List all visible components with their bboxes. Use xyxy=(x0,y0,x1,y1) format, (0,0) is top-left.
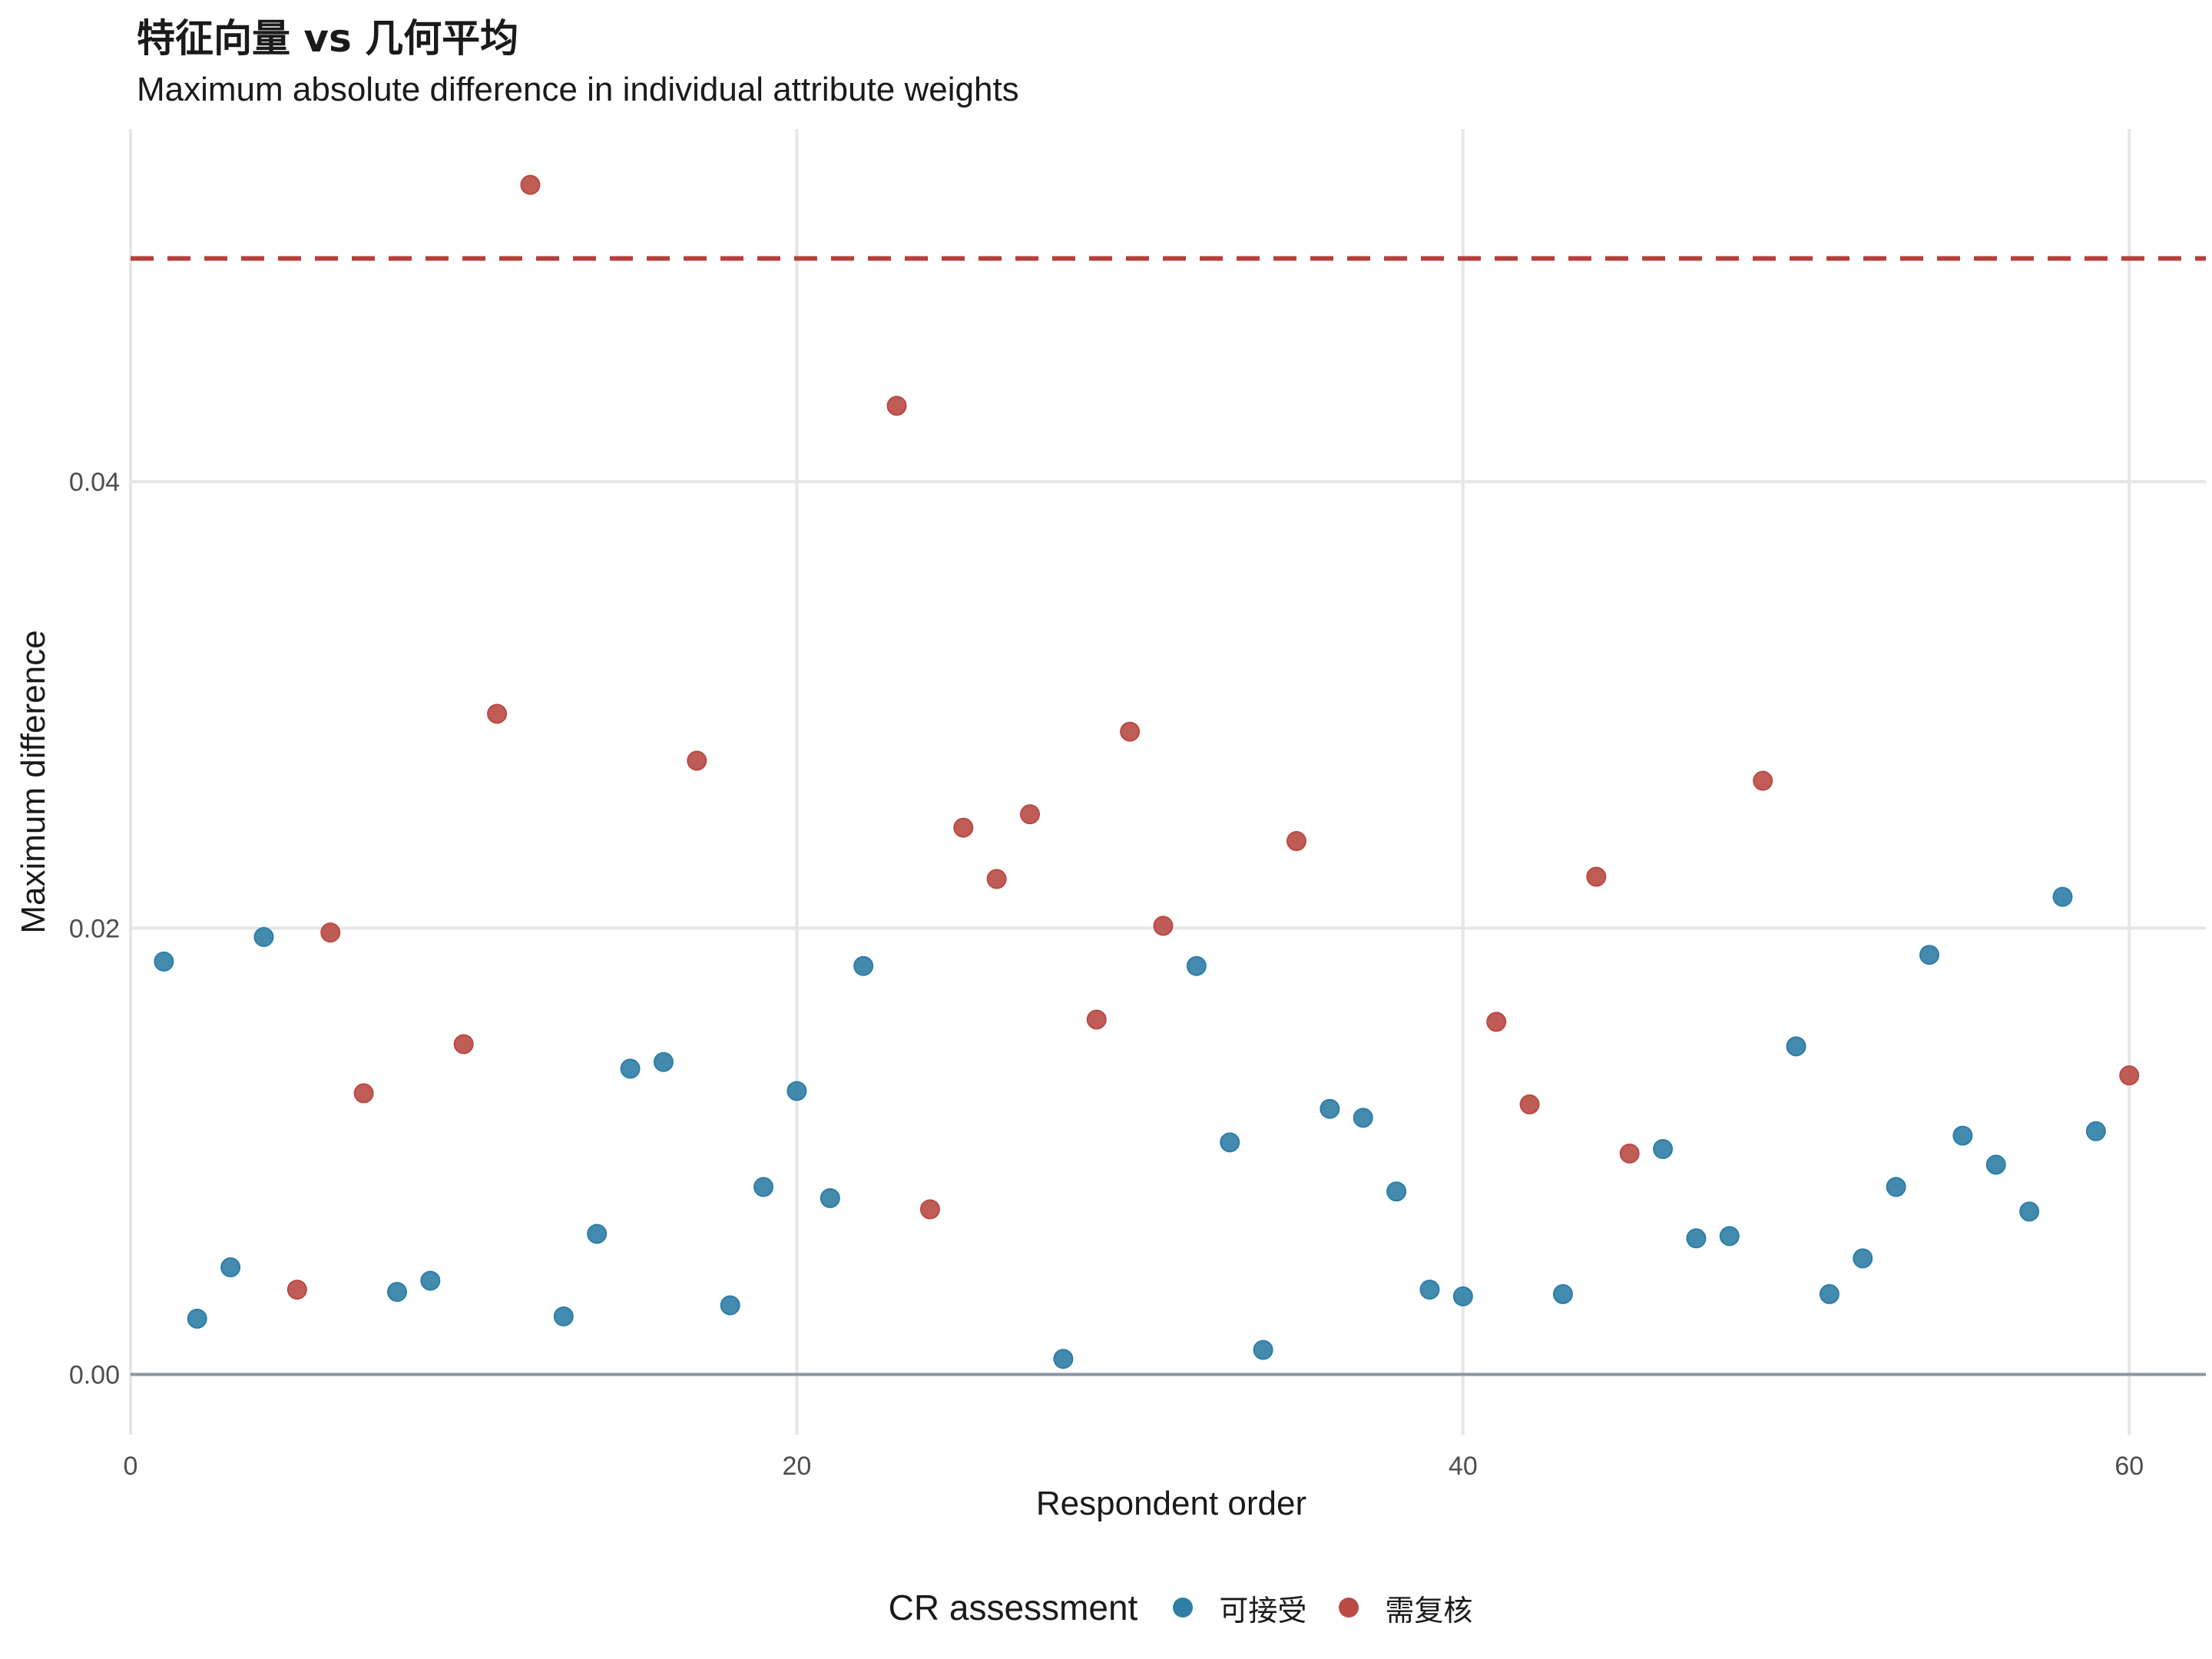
y-tick-label: 0.02 xyxy=(69,914,120,943)
grid-lines xyxy=(129,129,2206,1435)
data-point-review xyxy=(1020,804,1041,825)
data-point-review xyxy=(1286,831,1306,852)
data-point-acceptable xyxy=(1719,1226,1740,1247)
data-point-review xyxy=(953,817,974,838)
data-point-acceptable xyxy=(1653,1139,1674,1160)
legend-label-acceptable: 可接受 xyxy=(1219,1593,1307,1628)
legend-item-acceptable: 可接受 xyxy=(1173,1587,1306,1629)
data-point-review xyxy=(1753,770,1773,791)
data-point-review xyxy=(886,396,907,416)
data-point-review xyxy=(286,1280,307,1300)
legend-marker-review xyxy=(1339,1598,1359,1618)
legend-marker-acceptable xyxy=(1173,1598,1194,1618)
data-point-acceptable xyxy=(253,926,274,947)
data-point-acceptable xyxy=(1853,1248,1873,1269)
data-point-review xyxy=(1519,1094,1540,1114)
data-point-acceptable xyxy=(1353,1108,1373,1128)
data-point-review xyxy=(1120,721,1141,742)
data-point-acceptable xyxy=(820,1187,840,1208)
data-point-acceptable xyxy=(220,1257,241,1278)
legend-item-review: 需复核 xyxy=(1339,1587,1472,1629)
data-point-review xyxy=(1619,1143,1640,1164)
data-point-review xyxy=(320,922,341,943)
data-point-acceptable xyxy=(1886,1177,1906,1197)
x-axis-title: Respondent order xyxy=(1036,1485,1306,1522)
chart-subtitle: Maximum absolute difference in individua… xyxy=(137,71,1019,108)
data-point-review xyxy=(520,174,541,195)
legend: CR assessment 可接受 需复核 xyxy=(0,1581,2212,1634)
data-point-acceptable xyxy=(1952,1125,1973,1146)
data-point-acceptable xyxy=(2085,1121,2106,1141)
data-point-review xyxy=(919,1199,940,1220)
x-tick-label: 40 xyxy=(1449,1452,1478,1481)
data-point-acceptable xyxy=(386,1282,407,1303)
data-point-acceptable xyxy=(2019,1201,2040,1222)
data-point-review xyxy=(2119,1065,2140,1086)
data-point-review xyxy=(986,869,1007,889)
data-point-acceptable xyxy=(154,951,174,972)
data-point-acceptable xyxy=(1686,1228,1707,1249)
data-point-acceptable xyxy=(1253,1339,1273,1360)
x-tick-label: 0 xyxy=(124,1452,138,1481)
data-point-review xyxy=(687,750,707,771)
x-tick-label: 60 xyxy=(2114,1452,2144,1481)
data-point-review xyxy=(1086,1009,1107,1030)
data-point-review xyxy=(487,704,508,724)
y-tick-label: 0.00 xyxy=(69,1361,120,1390)
data-point-acceptable xyxy=(420,1270,441,1291)
data-point-acceptable xyxy=(187,1308,207,1329)
chart-title: 特征向量 vs 几何平均 xyxy=(137,16,519,61)
reference-lines xyxy=(131,256,2206,1376)
data-point-acceptable xyxy=(1186,955,1207,976)
data-point-acceptable xyxy=(853,955,874,976)
data-point-acceptable xyxy=(1786,1036,1806,1057)
y-axis-title: Maximum difference xyxy=(15,630,52,933)
data-points xyxy=(154,174,2140,1369)
data-point-acceptable xyxy=(1220,1132,1240,1153)
data-point-review xyxy=(1486,1012,1507,1032)
data-point-acceptable xyxy=(753,1177,774,1197)
data-point-acceptable xyxy=(587,1224,608,1244)
legend-label-review: 需复核 xyxy=(1385,1593,1473,1628)
data-point-acceptable xyxy=(1985,1154,2006,1175)
data-point-review xyxy=(453,1034,474,1055)
tick-labels: 0 20 40 60 0.00 0.02 0.04 xyxy=(69,468,2144,1481)
data-point-acceptable xyxy=(553,1306,574,1326)
data-point-acceptable xyxy=(1386,1181,1407,1202)
data-point-acceptable xyxy=(1452,1286,1473,1306)
data-point-acceptable xyxy=(1819,1283,1839,1304)
data-point-review xyxy=(353,1083,374,1104)
data-point-acceptable xyxy=(786,1081,807,1101)
legend-title: CR assessment xyxy=(888,1588,1138,1628)
data-point-review xyxy=(1586,866,1607,887)
x-tick-label: 20 xyxy=(783,1452,812,1481)
data-point-acceptable xyxy=(1419,1280,1440,1300)
data-point-acceptable xyxy=(620,1058,641,1079)
data-point-acceptable xyxy=(1053,1349,1074,1369)
data-point-review xyxy=(1153,916,1174,936)
data-point-acceptable xyxy=(720,1295,740,1316)
data-point-acceptable xyxy=(653,1051,674,1072)
data-point-acceptable xyxy=(2052,886,2073,907)
data-point-acceptable xyxy=(1552,1283,1573,1304)
data-point-acceptable xyxy=(1919,945,1940,965)
data-point-acceptable xyxy=(1320,1098,1340,1119)
y-tick-label: 0.04 xyxy=(69,468,120,497)
